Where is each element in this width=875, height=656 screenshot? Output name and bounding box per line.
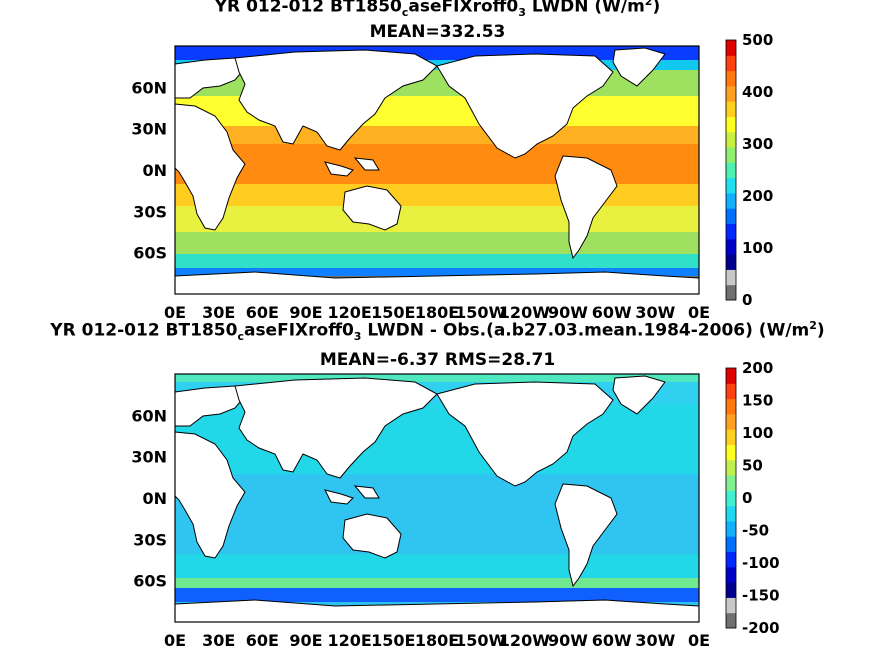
colorbar-swatch <box>726 101 736 117</box>
chart1-title: YR 012-012 BT1850caseFIXroff03 LWDN (W/m… <box>214 0 661 20</box>
colorbar-swatch <box>726 55 736 72</box>
y-tick-label: 30N <box>131 448 167 467</box>
colorbar-swatch <box>726 254 736 270</box>
y-tick-label: 60N <box>131 406 167 425</box>
colorbar-swatch <box>726 147 736 163</box>
colorbar-swatch <box>726 177 736 194</box>
x-tick-label: 30W <box>635 303 675 322</box>
colorbar-swatch <box>726 536 736 553</box>
chart2-colorbar: 200 150 100 50 0 -50 -100 -150 -200 <box>725 359 780 637</box>
y-tick-label: 0N <box>142 161 167 180</box>
x-tick-label: 0E <box>164 303 186 322</box>
colorbar-swatch <box>726 551 736 568</box>
colorbar-swatch <box>726 520 736 537</box>
colorbar-swatch <box>726 612 736 629</box>
colorbar-tick-label: -50 <box>742 522 769 540</box>
colorbar-tick-label: 500 <box>742 31 773 49</box>
colorbar-swatch <box>726 192 736 209</box>
y-tick-label: 30S <box>133 202 167 221</box>
colorbar-swatch <box>726 131 736 148</box>
x-tick-label: 30E <box>202 631 235 650</box>
colorbar-swatch <box>726 223 736 240</box>
x-tick-label: 180E <box>415 303 459 322</box>
colorbar-swatch <box>726 582 736 598</box>
colorbar-tick-label: 150 <box>742 392 773 410</box>
chart1-plot <box>174 45 700 295</box>
x-tick-label: 60E <box>246 303 279 322</box>
y-tick-label: 60N <box>131 78 167 97</box>
y-tick-label: 30N <box>131 120 167 139</box>
colorbar-swatch <box>726 597 736 614</box>
colorbar-swatch <box>726 70 736 87</box>
chart2-title: YR 012-012 BT1850caseFIXroff03 LWDN - Ob… <box>50 319 825 344</box>
colorbar-swatch <box>726 383 736 400</box>
x-tick-label: 90W <box>548 303 588 322</box>
colorbar-swatch <box>726 413 736 430</box>
x-tick-label: 0E <box>164 631 186 650</box>
colorbar-tick-label: 300 <box>742 135 773 153</box>
x-tick-label: 120W <box>499 303 550 322</box>
colorbar-tick-label: 200 <box>742 187 773 205</box>
colorbar-swatch <box>726 40 736 56</box>
y-tick-label: 60S <box>133 244 167 263</box>
x-tick-label: 0E <box>688 303 710 322</box>
x-tick-label: 180E <box>415 631 459 650</box>
colorbar-tick-label: -200 <box>742 619 780 637</box>
colorbar-tick-label: 100 <box>742 239 773 257</box>
x-tick-label: 30W <box>635 631 675 650</box>
chart1-colorbar: 500 400 300 200 100 0 <box>725 31 773 309</box>
x-tick-label: 90E <box>289 303 322 322</box>
x-tick-label: 150W <box>455 303 506 322</box>
colorbar-swatch <box>726 429 736 445</box>
colorbar-swatch <box>726 505 736 522</box>
x-tick-label: 120W <box>499 631 550 650</box>
colorbar-tick-label: 200 <box>742 359 773 377</box>
x-tick-label: 60W <box>592 303 632 322</box>
colorbar-tick-label: 100 <box>742 424 773 442</box>
colorbar-swatch <box>726 162 736 179</box>
colorbar-tick-label: 0 <box>742 291 752 309</box>
colorbar-swatch <box>726 475 736 491</box>
chart2-plot <box>174 373 700 623</box>
x-tick-label: 60W <box>592 631 632 650</box>
colorbar-swatch <box>726 116 736 133</box>
colorbar-swatch <box>726 444 736 461</box>
colorbar-swatch <box>726 284 736 301</box>
x-tick-label: 150E <box>371 303 415 322</box>
colorbar-tick-label: -100 <box>742 554 780 572</box>
colorbar-tick-label: 400 <box>742 83 773 101</box>
colorbar-tick-label: 50 <box>742 457 763 475</box>
colorbar-swatch <box>726 459 736 476</box>
colorbar-swatch <box>726 269 736 286</box>
x-tick-label: 0E <box>688 631 710 650</box>
chart1-subtitle: MEAN=332.53 <box>369 22 506 42</box>
x-tick-label: 30E <box>202 303 235 322</box>
colorbar-tick-label: 0 <box>742 489 752 507</box>
colorbar-swatch <box>726 566 736 583</box>
colorbar-swatch <box>726 208 736 225</box>
chart1-frame <box>174 45 700 295</box>
chart2-subtitle: MEAN=-6.37 RMS=28.71 <box>319 350 556 370</box>
x-tick-label: 90E <box>289 631 322 650</box>
x-tick-label: 120E <box>328 303 372 322</box>
x-tick-label: 60E <box>246 631 279 650</box>
x-tick-label: 150W <box>455 631 506 650</box>
x-tick-label: 90W <box>548 631 588 650</box>
chart2-frame <box>174 373 700 623</box>
colorbar-swatch <box>726 368 736 384</box>
y-tick-label: 30S <box>133 530 167 549</box>
colorbar-swatch <box>726 85 736 102</box>
x-tick-label: 120E <box>328 631 372 650</box>
colorbar-tick-label: -150 <box>742 587 780 605</box>
x-tick-label: 150E <box>371 631 415 650</box>
colorbar-swatch <box>726 238 736 255</box>
colorbar-swatch <box>726 490 736 507</box>
y-tick-label: 60S <box>133 572 167 591</box>
y-tick-label: 0N <box>142 489 167 508</box>
colorbar-swatch <box>726 398 736 415</box>
